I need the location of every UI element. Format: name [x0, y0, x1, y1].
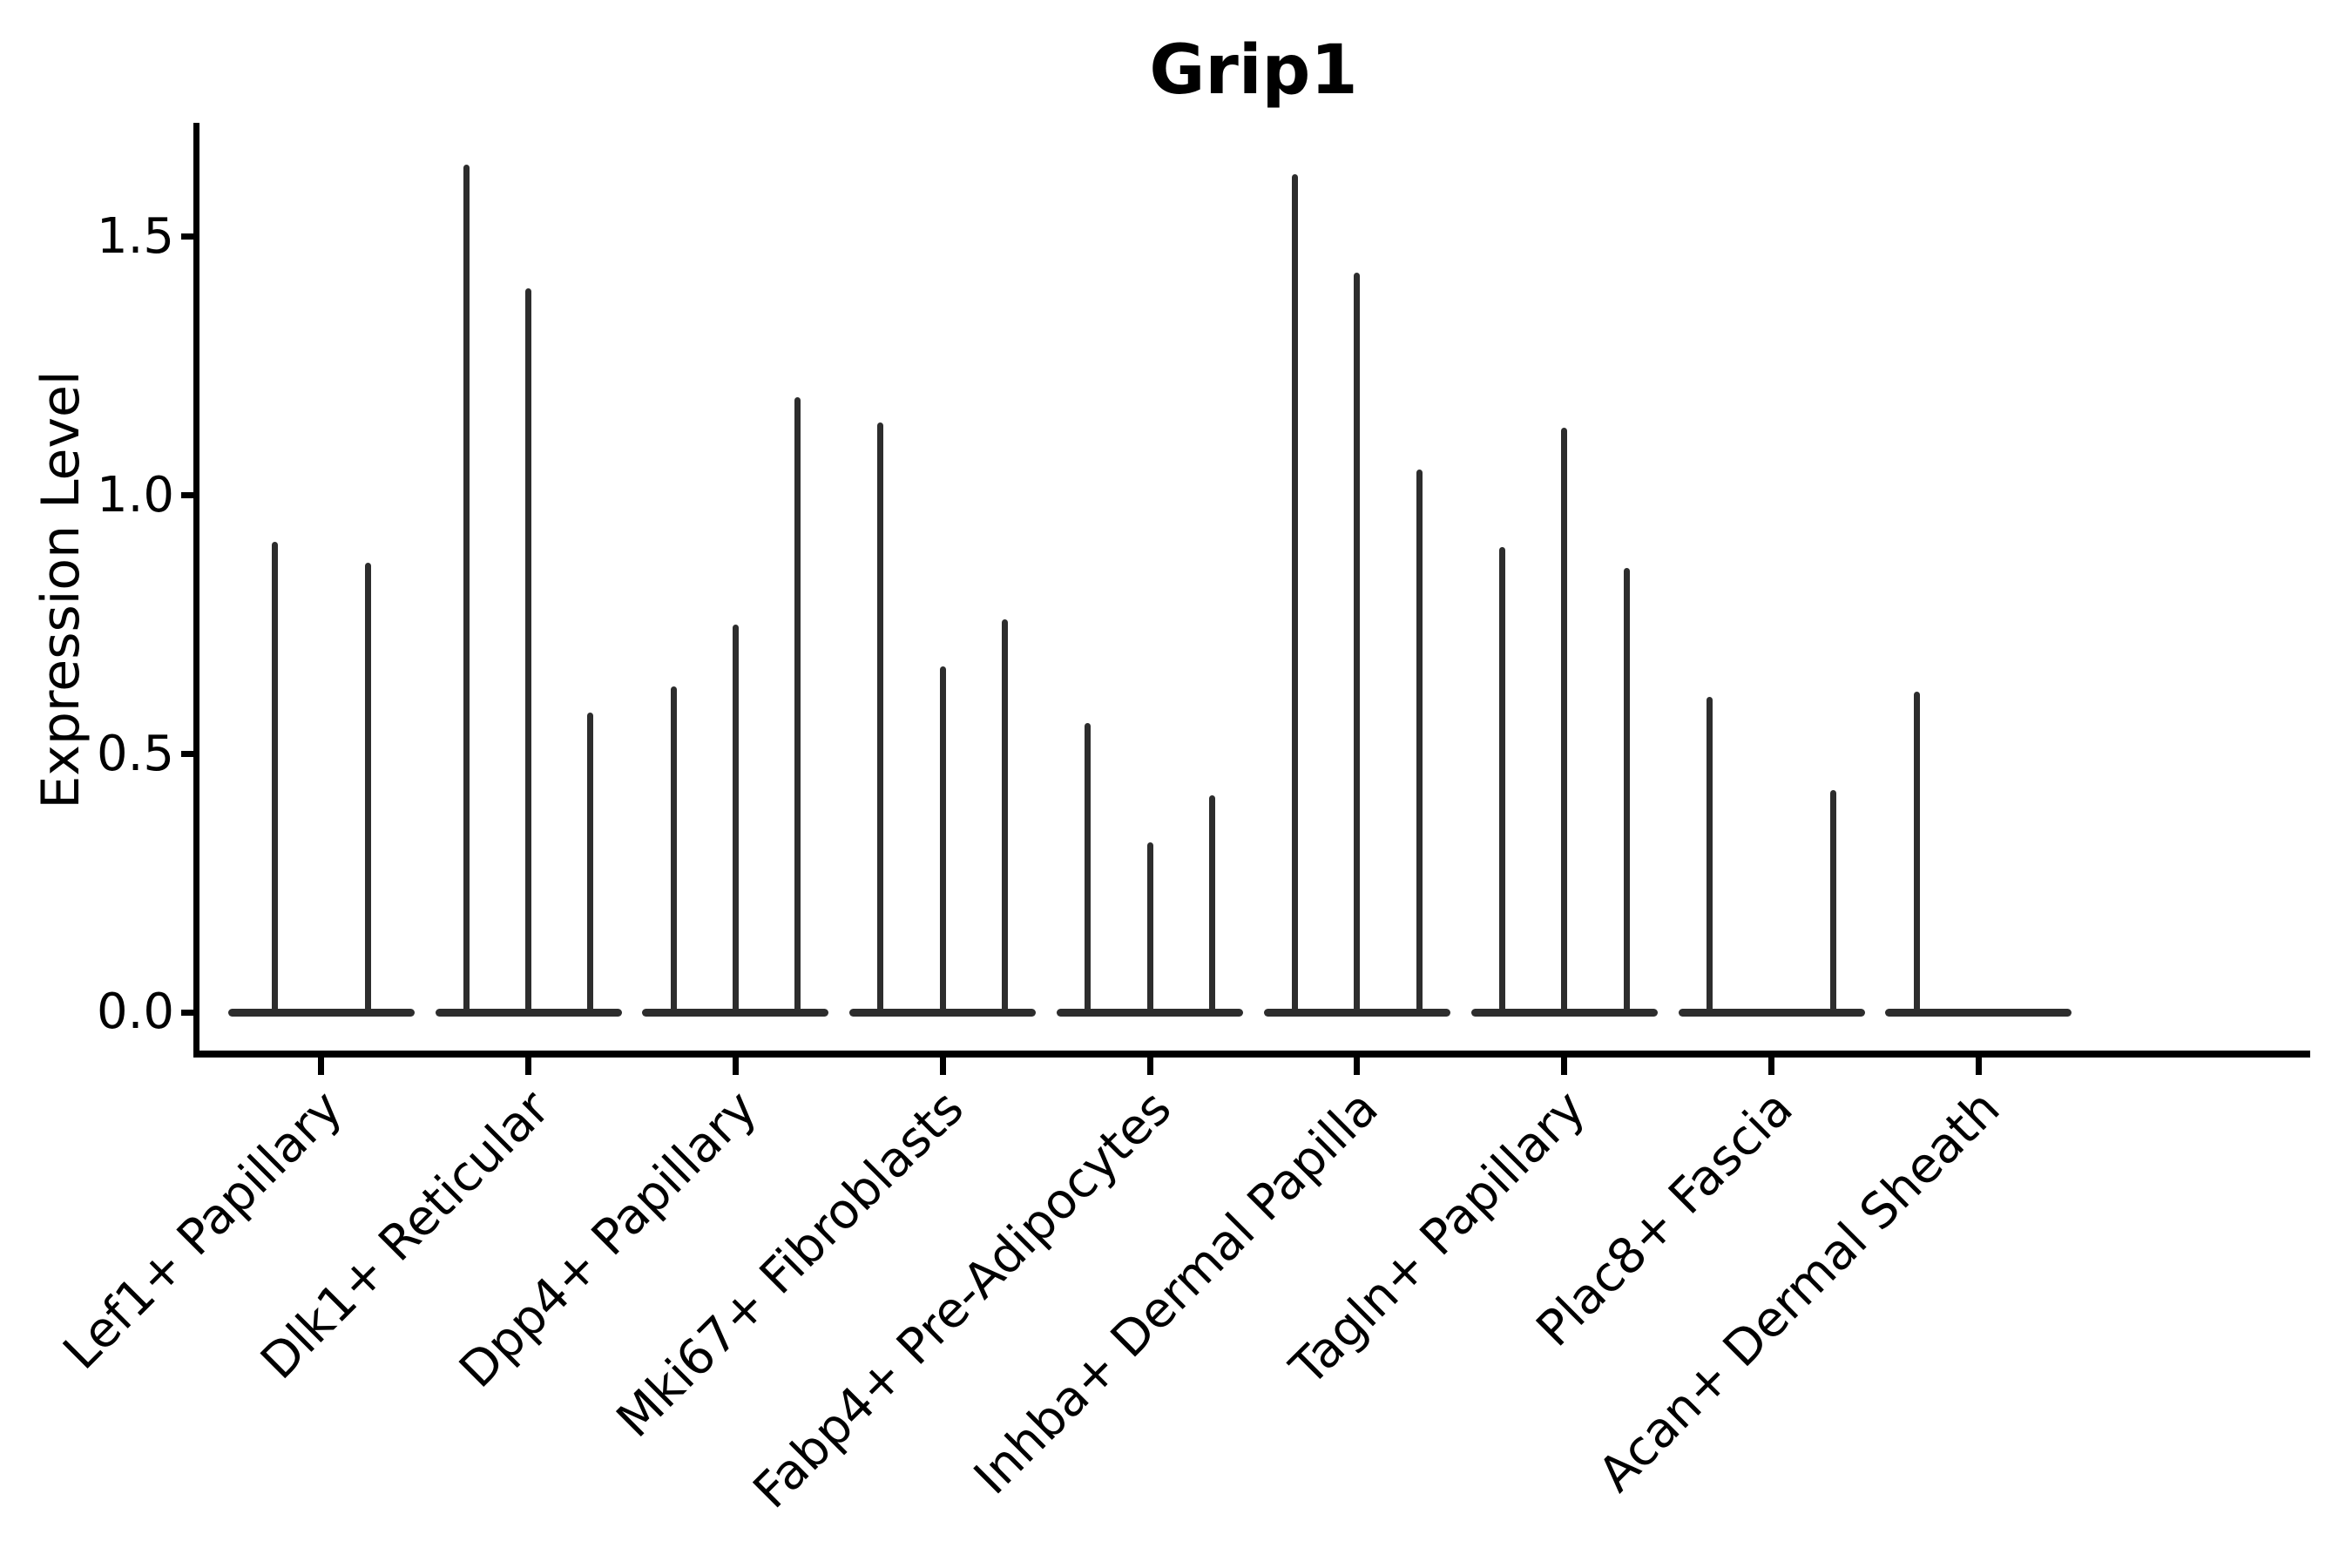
y-axis-label: Expression Level: [30, 370, 91, 809]
y-tick-label-0.5: 0.5: [96, 725, 174, 782]
violin-spike: [1292, 174, 1299, 1017]
x-tick-mark: [939, 1058, 946, 1075]
y-axis-spine: [193, 123, 199, 1058]
violin-spike: [525, 288, 532, 1017]
violin-spike: [1498, 546, 1505, 1017]
violin-zero-body: [1885, 1008, 2072, 1017]
x-tick-mark: [1975, 1058, 1982, 1075]
violin-spike: [1208, 795, 1215, 1017]
y-tick-mark-1.0: [181, 492, 197, 499]
x-tick-label: Mki67+ Fibroblasts: [605, 1079, 975, 1449]
x-tick-mark: [1146, 1058, 1153, 1075]
violin-spike: [1623, 567, 1630, 1017]
violin-spike: [732, 625, 739, 1017]
x-tick-mark: [1561, 1058, 1568, 1075]
violin-spike: [1146, 841, 1153, 1017]
violin-zero-body: [227, 1008, 415, 1017]
violin-spike: [939, 666, 946, 1017]
violin-spike: [670, 686, 677, 1017]
y-tick-mark-0.5: [181, 751, 197, 758]
x-tick-label: Inhba+ Dermal Papilla: [963, 1079, 1389, 1506]
x-tick-label: Acan+ Dermal Sheath: [1587, 1079, 2011, 1504]
x-tick-mark: [525, 1058, 532, 1075]
violin-zero-body: [1678, 1008, 1865, 1017]
violin-spike: [1416, 469, 1423, 1017]
x-tick-label: Fabp4+ Pre-Adipocytes: [742, 1079, 1182, 1520]
violin-spike: [587, 713, 594, 1017]
y-tick-mark-1.5: [181, 233, 197, 240]
x-tick-mark: [1354, 1058, 1361, 1075]
violin-spike: [364, 562, 371, 1017]
violin-spike: [1706, 697, 1713, 1017]
violin-spike: [1085, 722, 1092, 1017]
violin-spike: [877, 422, 884, 1017]
violin-spike: [463, 164, 470, 1017]
x-axis-spine: [197, 1051, 2310, 1058]
y-tick-label-1.0: 1.0: [96, 466, 174, 524]
violin-spike: [794, 396, 801, 1017]
x-tick-mark: [732, 1058, 739, 1075]
x-tick-mark: [1768, 1058, 1775, 1075]
violin-spike: [1002, 619, 1009, 1017]
x-tick-mark: [318, 1058, 325, 1075]
violin-spike: [1354, 273, 1361, 1017]
violin-spike: [1561, 428, 1568, 1017]
violin-spike: [271, 542, 278, 1017]
y-tick-label-1.5: 1.5: [96, 207, 174, 265]
y-tick-label-0.0: 0.0: [96, 983, 174, 1041]
y-tick-mark-0.0: [181, 1009, 197, 1016]
chart-title: Grip1: [1149, 31, 1358, 110]
violin-spike: [1913, 692, 1920, 1017]
violin-spike: [1830, 790, 1837, 1017]
